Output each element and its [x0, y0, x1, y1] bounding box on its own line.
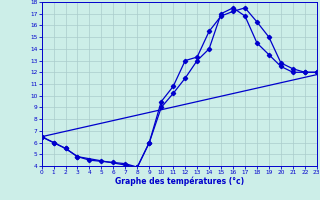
X-axis label: Graphe des températures (°c): Graphe des températures (°c)	[115, 177, 244, 186]
